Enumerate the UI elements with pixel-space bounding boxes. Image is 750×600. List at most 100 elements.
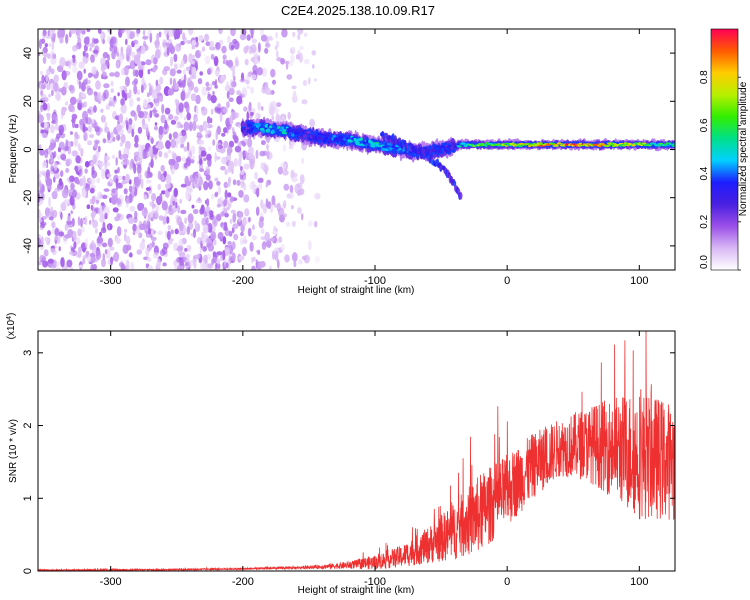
noise-blob [54,124,60,131]
noise-blob [171,85,175,94]
noise-blob [275,32,279,39]
noise-blob [51,221,56,228]
noise-blob [220,211,225,217]
noise-blob [272,79,276,85]
noise-blob [260,236,267,241]
noise-blob [114,71,120,78]
noise-blob [125,195,131,204]
noise-blob [238,211,244,218]
noise-blob [166,46,170,56]
noise-blob [129,97,134,108]
noise-blob [215,215,222,221]
noise-blob [99,193,104,199]
noise-blob [200,204,205,214]
noise-blob [217,232,224,240]
noise-blob [58,178,63,187]
noise-blob [76,29,82,35]
noise-blob [76,70,83,81]
snr-y-label: SNR (10 * v/v) [8,419,19,483]
noise-blob [277,166,283,175]
noise-blob [97,145,101,153]
noise-blob [107,35,111,44]
noise-blob [38,237,42,248]
noise-blob [72,230,77,242]
noise-blob [243,182,247,191]
noise-blob [128,217,135,224]
noise-blob [223,221,228,231]
noise-blob [228,160,235,171]
noise-blob [276,50,279,58]
noise-blob [48,65,52,72]
noise-blob [293,173,298,177]
noise-blob [38,180,42,189]
signal-blob [389,143,393,147]
noise-blob [297,33,301,41]
noise-blob [201,46,206,52]
noise-blob [40,70,43,75]
signal-blob [296,132,300,135]
noise-blob [144,148,147,153]
noise-blob [43,249,49,257]
noise-blob [232,134,238,140]
noise-blob [42,260,49,268]
noise-blob [195,94,201,105]
noise-blob [270,237,275,242]
signal-blob [359,137,363,141]
noise-blob [191,40,197,46]
noise-blob [203,181,209,191]
noise-blob [157,183,161,191]
noise-blob [261,106,264,111]
noise-blob [38,114,44,124]
noise-blob [282,144,287,152]
signal-blob [555,145,560,147]
noise-blob [46,102,51,112]
noise-blob [91,196,96,205]
noise-blob [147,134,150,141]
signal-blob [349,139,353,143]
noise-blob [214,177,219,182]
noise-blob [137,65,143,71]
noise-blob [224,84,231,92]
noise-blob [254,53,258,59]
noise-blob [58,246,61,252]
noise-blob [128,162,134,171]
noise-blob [250,87,255,94]
noise-blob [101,169,106,180]
colorbar-label: Normalized spectral amplitude [738,81,749,216]
noise-blob [188,53,193,62]
noise-blob [232,179,237,186]
noise-blob [68,103,74,112]
noise-blob [127,29,130,40]
noise-blob [44,121,50,131]
noise-blob [282,169,289,176]
noise-blob [40,236,44,246]
noise-blob [92,263,97,270]
noise-blob [60,29,65,38]
noise-blob [238,217,242,223]
noise-blob [85,52,89,58]
noise-blob [124,228,128,233]
noise-blob [131,51,136,58]
noise-blob [210,53,215,60]
noise-blob [210,95,217,104]
noise-blob [170,119,177,125]
noise-blob [189,121,193,132]
snr-x-label: Height of straight line (km) [298,585,415,596]
noise-blob [81,92,87,99]
noise-blob [80,147,84,157]
noise-blob [190,93,197,101]
x-tick-label: -100 [364,576,386,588]
noise-blob [48,93,52,98]
noise-blob [275,114,282,124]
noise-blob [38,38,42,50]
noise-blob [44,236,50,243]
noise-blob [175,202,178,209]
signal-blob [332,134,337,138]
noise-blob [298,259,303,265]
noise-blob [238,190,244,198]
noise-blob [148,242,153,252]
noise-blob [220,75,225,83]
noise-blob [218,29,223,35]
noise-blob [224,213,229,218]
noise-blob [158,215,164,221]
